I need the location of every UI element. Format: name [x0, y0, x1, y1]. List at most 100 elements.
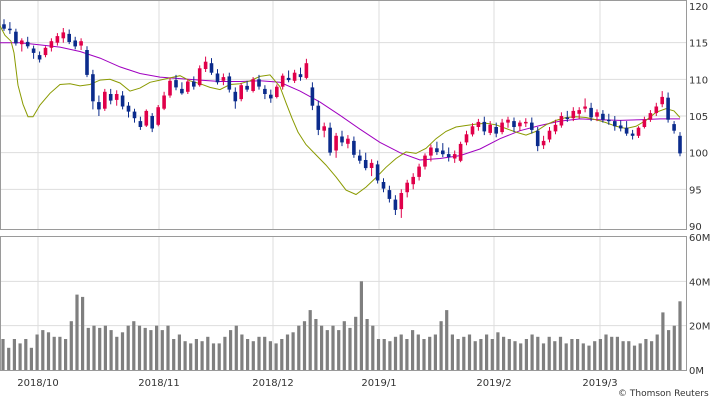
candle [666, 92, 670, 123]
candle-body [25, 41, 30, 47]
candle-body [108, 94, 113, 101]
volume-bar [593, 341, 597, 370]
candle [660, 91, 664, 108]
candle [476, 118, 481, 131]
month-tick-label: 2019/1 [361, 378, 396, 389]
ma-long-line [0, 42, 680, 161]
volume-bar [650, 341, 654, 370]
volume-bar [604, 334, 608, 370]
candle [648, 110, 653, 122]
candle-body [91, 74, 95, 102]
candle-body [399, 193, 404, 210]
candle-body [524, 121, 528, 124]
candle-body [660, 96, 664, 105]
volume-bar [69, 321, 73, 370]
candle-body [565, 117, 570, 119]
candle-body [150, 116, 154, 129]
volume-bar [473, 341, 477, 370]
candle-body [55, 36, 60, 43]
candle [215, 69, 220, 85]
candle-body [387, 190, 392, 199]
volume-bar [456, 339, 460, 370]
candle [393, 195, 398, 215]
candle-body [162, 95, 166, 109]
candle [470, 123, 475, 137]
candle-body [73, 40, 77, 47]
volume-bar [661, 312, 665, 370]
volume-bar [41, 330, 45, 370]
volume-bar [229, 330, 233, 370]
volume-bar [388, 341, 392, 370]
volume-bar [371, 325, 375, 370]
candle [180, 82, 184, 95]
candle-body [613, 121, 617, 127]
candle [506, 116, 510, 128]
candle [91, 69, 95, 110]
candle-body [464, 134, 469, 143]
candle-body [20, 40, 24, 45]
candle [535, 127, 540, 152]
volume-bar [98, 327, 102, 370]
candle [316, 100, 321, 136]
candle [435, 141, 439, 155]
volume-bar [576, 339, 580, 370]
candle [174, 74, 178, 91]
volume-bar [610, 336, 614, 371]
candle [559, 112, 564, 128]
candle [565, 110, 570, 122]
volume-bar [530, 334, 534, 370]
candle-body [97, 102, 101, 110]
candle [20, 38, 24, 52]
volume-bar [337, 330, 341, 370]
candle [221, 73, 226, 86]
candle [197, 65, 202, 87]
candle [37, 51, 42, 63]
volume-bar [120, 332, 125, 370]
candle-body [209, 63, 214, 73]
candle-body [363, 160, 368, 169]
price-tick-label: 95 [689, 185, 702, 196]
candle [583, 98, 587, 113]
volume-bar [297, 325, 301, 370]
volume-bar [18, 343, 22, 370]
candle [441, 143, 445, 158]
candle [607, 113, 611, 125]
month-tick-label: 2019/2 [476, 378, 511, 389]
volume-bar [29, 347, 33, 370]
volume-bar [524, 339, 528, 370]
volume-bar [342, 321, 346, 370]
candle-body [595, 112, 599, 117]
candle [120, 91, 125, 110]
volume-bar [547, 336, 551, 371]
candle [251, 77, 255, 93]
volume-bar [496, 332, 500, 370]
candle-body [280, 75, 285, 87]
candle-body [352, 140, 356, 155]
candle-body [275, 86, 279, 97]
candle [417, 163, 421, 181]
candle-body [316, 105, 321, 130]
candle [239, 83, 243, 102]
volume-bar [621, 341, 625, 370]
volume-bar [308, 310, 312, 370]
candle [67, 29, 71, 45]
candle-body [43, 47, 48, 56]
candle-body [322, 126, 326, 131]
candle-body [518, 122, 522, 127]
candle-body [458, 143, 463, 161]
volume-bar [7, 347, 11, 370]
month-tick-label: 2018/12 [252, 378, 294, 389]
candle-body [227, 76, 232, 90]
volume-bar [485, 334, 489, 370]
candle-body [446, 154, 451, 157]
volume-bar [223, 336, 227, 371]
price-tick-label: 90 [689, 222, 702, 233]
candle-body [310, 87, 315, 106]
candle [25, 36, 30, 49]
candle-body [559, 116, 564, 126]
price-tick-label: 110 [689, 75, 708, 86]
candle-body [186, 81, 190, 92]
volume-bar [320, 325, 324, 370]
candle [624, 121, 629, 136]
candle-body [269, 94, 273, 99]
